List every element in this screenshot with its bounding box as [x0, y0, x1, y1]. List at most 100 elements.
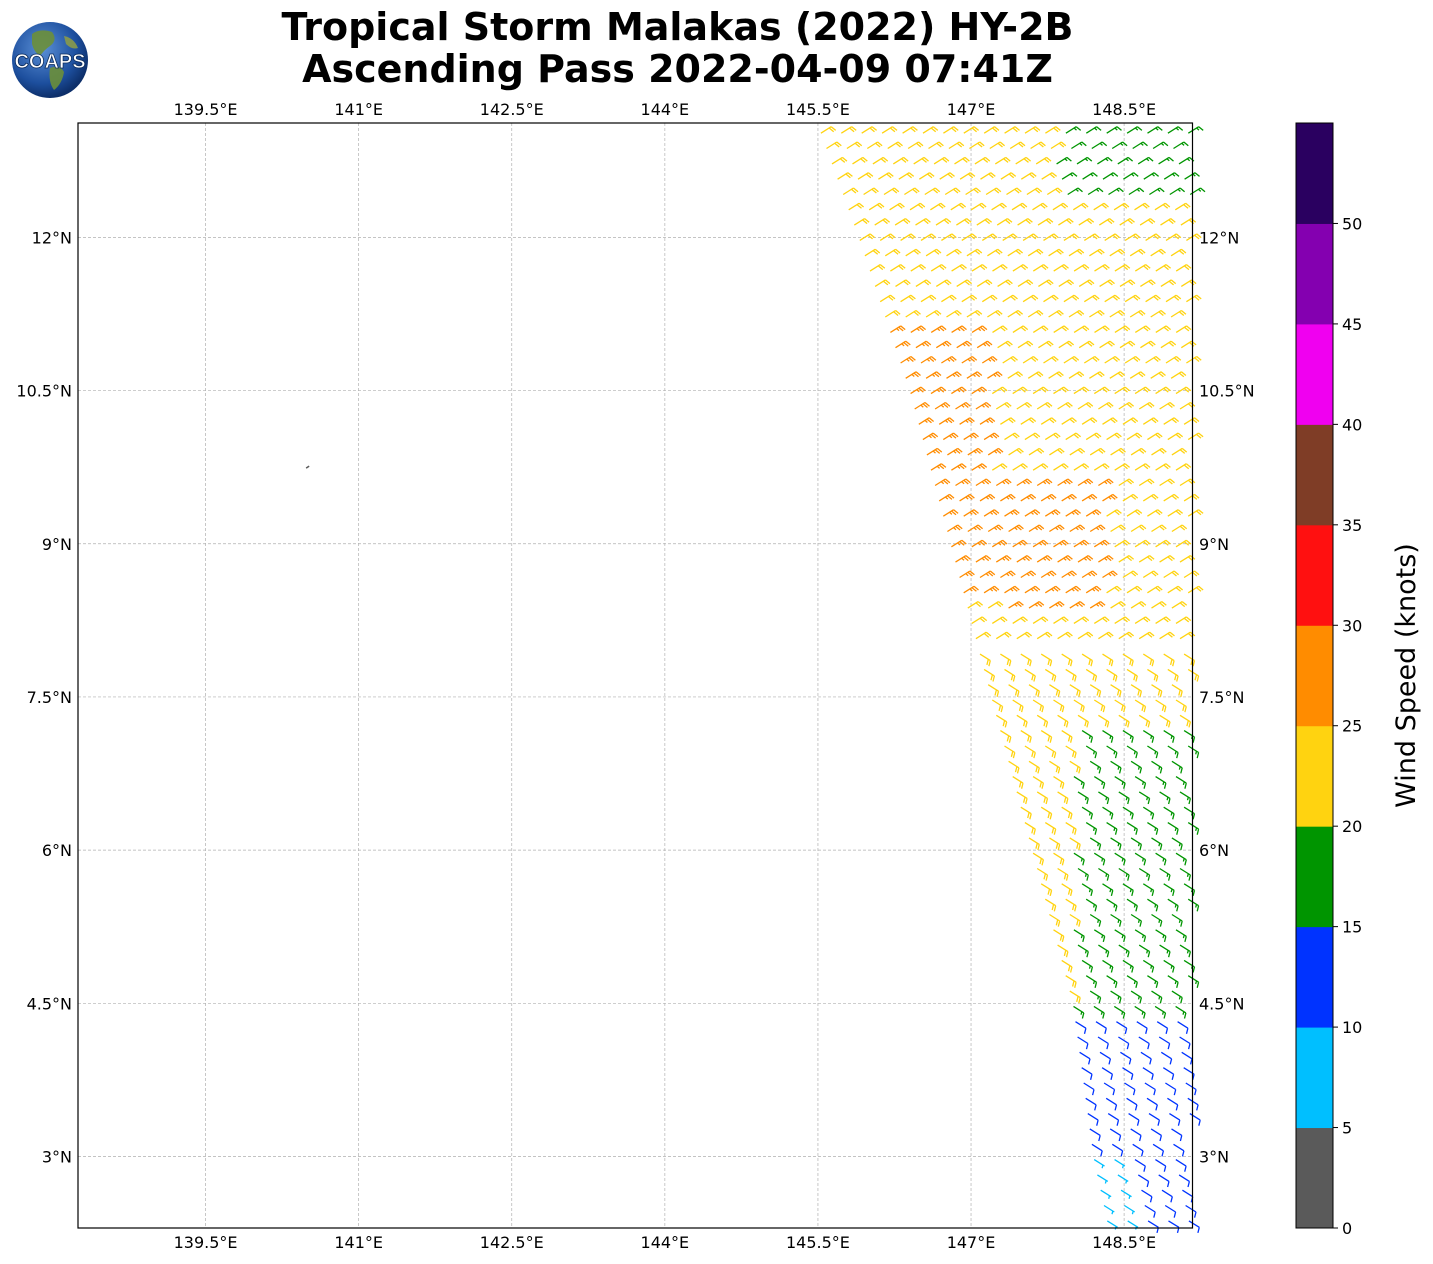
wind-barb [1126, 898, 1138, 912]
wind-barb [1097, 1036, 1109, 1050]
colorbar-tick-label: 20 [1342, 817, 1362, 836]
wind-barb [1065, 432, 1082, 441]
wind-barb [1027, 248, 1044, 257]
wind-barb [946, 371, 962, 379]
wind-barb [1073, 699, 1085, 713]
wind-barb [1155, 1159, 1167, 1172]
wind-barb [1111, 141, 1128, 150]
y-tick-label: 4.5°N [1199, 994, 1244, 1013]
wind-barb [1150, 309, 1166, 318]
wind-barb [1132, 141, 1148, 150]
x-tick-label: 147°E [947, 100, 996, 119]
wind-barb [1008, 760, 1020, 774]
wind-barb [1007, 371, 1024, 379]
map-frame [77, 122, 1194, 1229]
wind-barb [1187, 668, 1200, 682]
y-tick-label: 4.5°N [27, 994, 72, 1013]
wind-barb [1150, 1128, 1163, 1142]
wind-barb [951, 386, 967, 395]
wind-barb [1028, 684, 1040, 697]
wind-barb [1036, 791, 1049, 805]
wind-barb [1061, 959, 1073, 973]
wind-barb [1147, 822, 1159, 835]
wind-barb [981, 294, 998, 303]
wind-barb [1122, 417, 1139, 425]
wind-barb [995, 555, 1012, 563]
wind-barb [1187, 975, 1200, 988]
wind-barb [1155, 699, 1167, 713]
wind-barb [848, 202, 865, 211]
wind-barb [944, 187, 961, 196]
wind-barb [1085, 822, 1098, 835]
y-tick-label: 10.5°N [16, 382, 72, 401]
wind-barb [1102, 417, 1118, 425]
wind-barb [1122, 653, 1134, 667]
wind-barb [831, 156, 848, 165]
wind-barb [1110, 447, 1126, 456]
wind-barb [1103, 1204, 1115, 1215]
wind-barb [1028, 447, 1045, 456]
wind-barb [1118, 631, 1135, 640]
wind-barb [1167, 432, 1184, 441]
wind-barb [1038, 340, 1054, 349]
wind-barb [1098, 944, 1110, 958]
wind-barb [1114, 264, 1131, 272]
wind-barb [1036, 631, 1053, 640]
wind-barb [1140, 340, 1156, 349]
wind-barb [947, 524, 963, 533]
wind-barb [1000, 570, 1016, 579]
wind-barb [1138, 791, 1151, 805]
coaps-logo: COAPS [10, 20, 90, 100]
y-tick-label: 12°N [1199, 228, 1239, 247]
wind-barb [920, 233, 937, 241]
colorbar-tick-label: 30 [1342, 616, 1362, 635]
wind-barb [954, 156, 970, 165]
wind-barb [941, 294, 957, 303]
wind-barb [1040, 730, 1053, 743]
wind-barb [1085, 585, 1102, 594]
wind-barb [1041, 172, 1058, 180]
wind-barb [1032, 539, 1049, 548]
wind-barb [1134, 852, 1147, 866]
wind-barb [1159, 867, 1171, 881]
wind-barb [1124, 1204, 1136, 1215]
wind-barb [1097, 156, 1113, 165]
wind-barb [1036, 867, 1049, 881]
wind-barb [1024, 126, 1041, 134]
y-tick-label: 3°N [42, 1148, 72, 1167]
wind-barb [1158, 1174, 1170, 1188]
wind-barb [846, 141, 863, 150]
wind-barb [1167, 822, 1179, 835]
wind-barb [1171, 447, 1188, 456]
wind-barb [966, 309, 983, 318]
wind-barb [1000, 653, 1012, 667]
wind-barb [1036, 478, 1053, 487]
wind-barb [1151, 837, 1163, 851]
wind-barb [1078, 218, 1095, 226]
wind-barb [1000, 493, 1016, 502]
wind-barb [1082, 172, 1098, 180]
wind-barb [1020, 493, 1037, 502]
wind-barb [1022, 233, 1039, 241]
colorbar-tick-label: 50 [1342, 214, 1362, 233]
wind-barb [926, 447, 943, 456]
wind-barb [1006, 187, 1022, 196]
wind-barb [1110, 837, 1122, 851]
wind-barb [951, 463, 967, 471]
wind-barb [1114, 539, 1131, 548]
wind-barb [1134, 463, 1151, 471]
wind-barb [1114, 699, 1126, 713]
wind-barb [1046, 187, 1063, 196]
wind-barb [1109, 1128, 1122, 1142]
wind-barb [1122, 570, 1139, 579]
wind-barb [1097, 1174, 1109, 1184]
wind-barb [1099, 340, 1115, 349]
wind-barb [1026, 187, 1043, 196]
wind-barb [1083, 1082, 1095, 1096]
wind-barb [1085, 509, 1102, 517]
x-tick-label: 147°E [947, 1233, 996, 1252]
wind-barb [1134, 264, 1151, 272]
wind-barb [1179, 791, 1192, 805]
wind-barb [918, 417, 935, 425]
wind-barb [1139, 218, 1156, 226]
